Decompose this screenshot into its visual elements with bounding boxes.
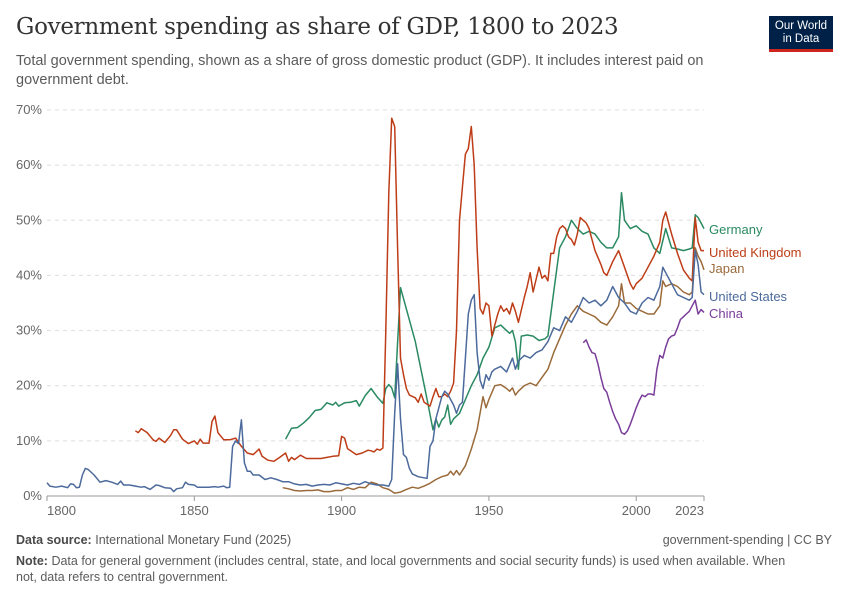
data-source-label: Data source: — [16, 533, 92, 547]
data-source-text[interactable]: International Monetary Fund (2025) — [95, 533, 292, 547]
legend-label-united-states[interactable]: United States — [709, 289, 788, 304]
logo-line-2: in Data — [782, 33, 820, 45]
y-tick-label: 40% — [16, 267, 42, 282]
x-tick-label: 2023 — [675, 503, 704, 518]
gridlines — [47, 109, 704, 442]
y-tick-label: 0% — [23, 488, 42, 503]
logo-line-1: Our World — [774, 20, 828, 32]
y-tick-label: 20% — [16, 378, 42, 393]
series-line-japan[interactable] — [282, 247, 705, 494]
x-axis: 1800 1850 1900 1950 2000 2023 — [46, 495, 705, 518]
note-text: Data for general government (includes ce… — [16, 554, 786, 584]
chart-title: Government spending as share of GDP, 180… — [16, 14, 619, 40]
y-tick-label: 60% — [16, 157, 42, 172]
y-tick-label: 70% — [16, 102, 42, 117]
y-tick-label: 30% — [16, 323, 42, 338]
license-text[interactable]: government-spending | CC BY — [662, 533, 832, 547]
owid-logo[interactable]: Our World in Data — [769, 16, 833, 52]
y-tick-label: 10% — [16, 433, 42, 448]
note: Note: Data for general government (inclu… — [16, 553, 806, 585]
legend-label-united-kingdom[interactable]: United Kingdom — [709, 245, 802, 260]
y-tick-label: 50% — [16, 212, 42, 227]
note-label: Note: — [16, 554, 48, 568]
y-axis-ticks: 0% 10% 20% 30% 40% 50% 60% 70% — [16, 102, 42, 503]
series-line-china[interactable] — [582, 299, 705, 435]
legend-label-china[interactable]: China — [709, 306, 744, 321]
data-source: Data source: International Monetary Fund… — [16, 533, 291, 547]
x-tick-label: 1950 — [474, 503, 503, 518]
x-tick-label: 2000 — [622, 503, 651, 518]
chart-subtitle: Total government spending, shown as a sh… — [16, 53, 704, 88]
series-line-united-states[interactable] — [46, 249, 705, 493]
x-tick-label: 1800 — [47, 503, 76, 518]
x-tick-label: 1900 — [327, 503, 356, 518]
legend-label-japan[interactable]: Japan — [709, 261, 744, 276]
x-tick-label: 1850 — [180, 503, 209, 518]
series-line-united-kingdom[interactable] — [135, 117, 704, 463]
legend-label-germany[interactable]: Germany — [709, 222, 763, 237]
series-line-germany[interactable] — [284, 191, 705, 440]
series-lines — [46, 117, 705, 494]
